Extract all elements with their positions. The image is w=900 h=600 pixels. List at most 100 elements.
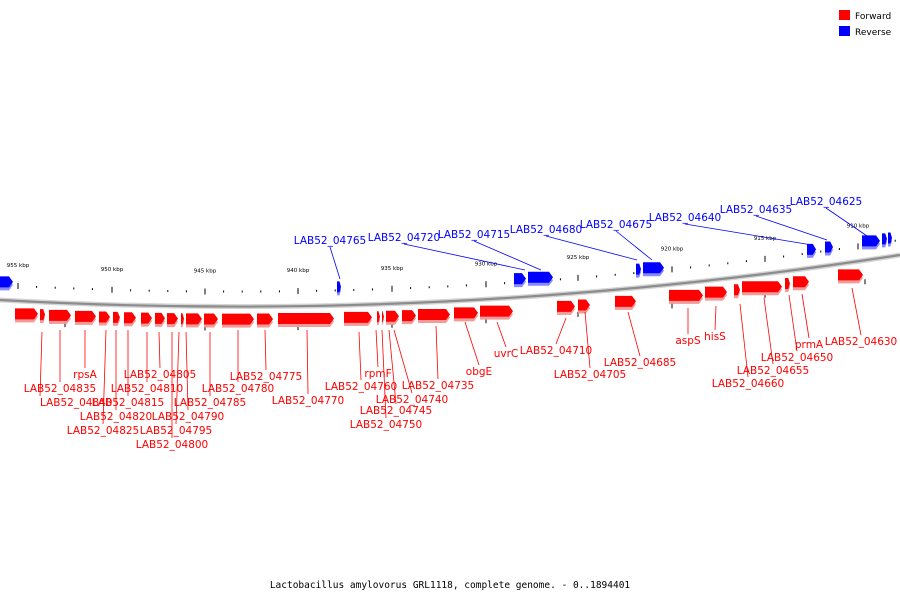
reverse-gene-label[interactable]: LAB52_04675 <box>580 219 653 231</box>
forward-gene-label[interactable]: LAB52_04735 <box>402 380 475 392</box>
scale-tick-label: 935 kbp <box>381 266 404 272</box>
forward-gene-label[interactable]: LAB52_04795 <box>140 425 213 437</box>
forward-gene-label[interactable]: LAB52_04810 <box>111 383 184 395</box>
reverse-gene-arrow[interactable] <box>514 273 526 285</box>
forward-gene-arrow[interactable] <box>402 310 416 322</box>
forward-leader-line <box>102 329 107 425</box>
genome-caption: Lactobacillus amylovorus GRL1118, comple… <box>270 580 631 591</box>
forward-leader-line <box>158 331 161 369</box>
reverse-gene-arrow[interactable] <box>882 233 887 245</box>
forward-gene-arrow[interactable] <box>278 313 334 325</box>
forward-gene-arrow[interactable] <box>186 313 202 325</box>
forward-leader-line <box>714 305 717 331</box>
forward-gene-label[interactable]: LAB52_04630 <box>825 336 898 348</box>
scale-tick-label: 920 kbp <box>661 246 684 252</box>
reverse-gene-label[interactable]: LAB52_04680 <box>510 224 583 236</box>
forward-gene-arrow[interactable] <box>615 295 636 307</box>
forward-leader-line <box>801 293 810 339</box>
forward-gene-label[interactable]: LAB52_04825 <box>67 425 140 437</box>
forward-gene-label[interactable]: LAB52_04655 <box>737 365 810 377</box>
forward-gene-arrow[interactable] <box>222 313 254 325</box>
forward-gene-arrow[interactable] <box>382 311 384 323</box>
forward-leader-line <box>381 329 387 419</box>
forward-gene-label[interactable]: LAB52_04685 <box>604 357 677 369</box>
forward-gene-label[interactable]: LAB52_04790 <box>152 411 225 423</box>
reverse-gene-label[interactable]: LAB52_04715 <box>438 229 511 241</box>
forward-gene-arrow[interactable] <box>705 286 727 298</box>
forward-gene-arrow[interactable] <box>204 313 218 325</box>
reverse-gene-label[interactable]: LAB52_04765 <box>294 235 367 247</box>
forward-gene-label[interactable]: LAB52_04740 <box>376 394 449 406</box>
forward-gene-label[interactable]: prmA <box>795 339 824 351</box>
reverse-gene-arrow[interactable] <box>337 281 341 293</box>
forward-gene-arrow[interactable] <box>75 310 96 322</box>
forward-gene-arrow[interactable] <box>167 313 178 325</box>
reverse-gene-arrow[interactable] <box>636 263 641 275</box>
forward-gene-arrow[interactable] <box>181 313 184 325</box>
forward-leader-line <box>435 325 439 380</box>
forward-gene-arrow[interactable] <box>578 299 590 311</box>
forward-gene-label[interactable]: LAB52_04750 <box>350 419 423 431</box>
forward-gene-label[interactable]: LAB52_04705 <box>554 369 627 381</box>
forward-gene-arrow[interactable] <box>15 308 38 320</box>
forward-gene-arrow[interactable] <box>155 312 165 324</box>
forward-gene-arrow[interactable] <box>838 269 863 281</box>
forward-gene-arrow[interactable] <box>377 311 380 323</box>
reverse-gene-arrow[interactable] <box>528 271 553 283</box>
forward-leader-line <box>464 321 480 366</box>
forward-gene-label[interactable]: LAB52_04770 <box>272 395 345 407</box>
forward-gene-arrow[interactable] <box>124 312 136 324</box>
forward-gene-arrow[interactable] <box>742 281 782 293</box>
forward-gene-label[interactable]: LAB52_04775 <box>230 371 303 383</box>
forward-gene-arrow[interactable] <box>454 307 478 319</box>
forward-gene-label[interactable]: rpmF <box>364 368 391 380</box>
forward-gene-label[interactable]: LAB52_04660 <box>712 378 785 390</box>
forward-gene-arrow[interactable] <box>785 278 790 290</box>
reverse-gene-arrow[interactable] <box>807 243 816 255</box>
forward-gene-arrow[interactable] <box>418 309 450 321</box>
forward-gene-label[interactable]: LAB52_04785 <box>174 397 247 409</box>
forward-gene-arrow[interactable] <box>49 309 71 321</box>
forward-leader-line <box>788 294 798 352</box>
reverse-gene-label[interactable]: LAB52_04625 <box>790 196 863 208</box>
forward-gene-arrow[interactable] <box>793 276 809 288</box>
forward-gene-label[interactable]: rpsA <box>73 369 97 381</box>
forward-gene-arrow[interactable] <box>257 313 273 325</box>
forward-gene-label[interactable]: LAB52_04800 <box>136 439 209 451</box>
forward-gene-arrow[interactable] <box>113 311 120 323</box>
forward-gene-label[interactable]: LAB52_04760 <box>325 381 398 393</box>
reverse-gene-label[interactable]: LAB52_04635 <box>720 204 793 216</box>
forward-gene-label[interactable]: LAB52_04745 <box>360 405 433 417</box>
forward-gene-label[interactable]: obgE <box>466 366 492 378</box>
reverse-leader-line <box>473 240 542 271</box>
forward-gene-arrow[interactable] <box>344 311 372 323</box>
reverse-gene-arrow[interactable] <box>0 276 13 288</box>
forward-gene-label[interactable]: uvrC <box>494 348 519 360</box>
reverse-gene-arrow[interactable] <box>888 232 892 244</box>
forward-gene-label[interactable]: LAB52_04820 <box>80 411 153 423</box>
forward-leader-line <box>175 331 180 425</box>
reverse-gene-arrow[interactable] <box>862 235 880 247</box>
forward-gene-label[interactable]: LAB52_04840 <box>40 397 113 409</box>
forward-gene-label[interactable]: LAB52_04815 <box>92 397 165 409</box>
forward-gene-label[interactable]: LAB52_04805 <box>124 369 197 381</box>
forward-gene-arrow[interactable] <box>669 289 703 301</box>
reverse-gene-label[interactable]: LAB52_04640 <box>649 212 722 224</box>
forward-gene-arrow[interactable] <box>99 311 110 323</box>
reverse-gene-arrow[interactable] <box>643 262 664 274</box>
forward-gene-label[interactable]: LAB52_04710 <box>520 345 593 357</box>
forward-gene-label[interactable]: LAB52_04650 <box>761 352 834 364</box>
forward-gene-arrow[interactable] <box>557 300 575 312</box>
forward-gene-arrow[interactable] <box>386 310 399 322</box>
forward-gene-arrow[interactable] <box>734 284 740 296</box>
legend-swatch-reverse <box>839 26 850 36</box>
forward-gene-arrow[interactable] <box>40 309 45 321</box>
forward-gene-arrow[interactable] <box>141 312 152 324</box>
forward-gene-label[interactable]: hisS <box>704 331 726 343</box>
forward-gene-label[interactable]: LAB52_04835 <box>24 383 97 395</box>
reverse-gene-arrow[interactable] <box>825 241 833 253</box>
forward-gene-label[interactable]: aspS <box>675 335 701 347</box>
forward-gene-arrow[interactable] <box>480 305 513 317</box>
reverse-gene-label[interactable]: LAB52_04720 <box>368 232 441 244</box>
forward-gene-label[interactable]: LAB52_04780 <box>202 383 275 395</box>
